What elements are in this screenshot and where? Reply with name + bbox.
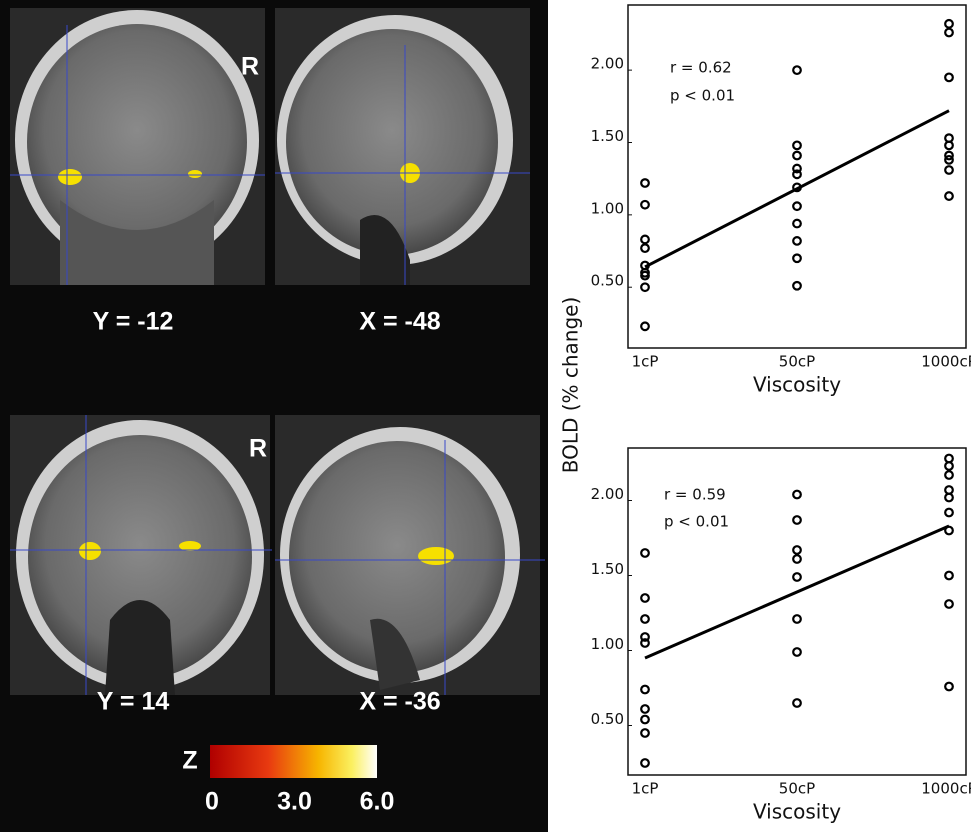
y-tick-label: 0.50	[591, 272, 624, 290]
point	[793, 254, 801, 262]
point	[945, 572, 953, 580]
x-axis-title: Viscosity	[753, 373, 841, 397]
point	[945, 74, 953, 82]
point	[641, 716, 649, 724]
point	[945, 471, 953, 479]
point	[641, 322, 649, 330]
colorbar	[210, 745, 377, 778]
x-tick-label: 1cP	[632, 353, 659, 371]
point	[945, 600, 953, 608]
x-tick-label: 50cP	[779, 353, 815, 371]
point	[793, 142, 801, 150]
point	[793, 648, 801, 656]
y-tick-label: 1.50	[591, 560, 624, 578]
point	[793, 220, 801, 228]
point	[641, 686, 649, 694]
point	[793, 491, 801, 499]
point	[793, 615, 801, 623]
colorbar-tick-label: 3.0	[277, 788, 312, 816]
brain-image	[10, 415, 272, 695]
point	[793, 516, 801, 524]
orientation-marker: R	[249, 435, 267, 463]
y-tick-label: 1.00	[591, 635, 624, 653]
point	[793, 282, 801, 290]
annotation: r = 0.59	[664, 486, 726, 504]
y-axis-title: BOLD (% change)	[559, 297, 583, 474]
figure: R R Y = -12 X = -48 Y = 14 X = -36 Z 0 3.…	[0, 0, 971, 832]
point	[793, 546, 801, 554]
x-tick-label: 1cP	[632, 780, 659, 798]
point	[793, 66, 801, 74]
point	[945, 192, 953, 200]
brain-image	[10, 8, 265, 285]
point	[641, 179, 649, 187]
point	[793, 699, 801, 707]
x-tick-label: 50cP	[779, 780, 815, 798]
brain-image	[275, 8, 530, 285]
point	[641, 549, 649, 557]
point	[793, 202, 801, 210]
y-tick-label: 2.00	[591, 55, 624, 73]
point	[793, 152, 801, 160]
point	[793, 573, 801, 581]
colorbar-title: Z	[182, 747, 197, 775]
brain-image	[275, 415, 545, 695]
plot-frame	[628, 5, 966, 348]
point	[945, 509, 953, 517]
x-tick-label: 1000cP	[921, 353, 971, 371]
image-label: Y = 14	[97, 688, 170, 716]
point	[641, 236, 649, 244]
x-axis-title: Viscosity	[753, 800, 841, 824]
point	[641, 201, 649, 209]
point	[793, 555, 801, 563]
y-tick-label: 1.50	[591, 127, 624, 145]
annotation: r = 0.62	[670, 59, 732, 77]
point	[641, 283, 649, 291]
orientation-marker: R	[241, 53, 259, 81]
point	[641, 244, 649, 252]
point	[641, 594, 649, 602]
point	[945, 683, 953, 691]
trend-line	[645, 111, 949, 267]
point	[793, 237, 801, 245]
point	[945, 166, 953, 174]
point	[945, 29, 953, 37]
y-tick-label: 1.00	[591, 199, 624, 217]
point	[641, 705, 649, 713]
y-tick-label: 2.00	[591, 485, 624, 503]
y-tick-label: 0.50	[591, 710, 624, 728]
page: R R Y = -12 X = -48 Y = 14 X = -36 Z 0 3.…	[0, 0, 971, 832]
image-label: X = -48	[359, 308, 440, 336]
point	[641, 615, 649, 623]
colorbar-tick-label: 6.0	[360, 788, 395, 816]
annotation: p < 0.01	[664, 513, 729, 531]
point	[641, 729, 649, 737]
image-label: Y = -12	[93, 308, 174, 336]
colorbar-tick-label: 0	[205, 788, 219, 816]
annotation: p < 0.01	[670, 87, 735, 105]
point	[641, 759, 649, 767]
x-tick-label: 1000cP	[921, 780, 971, 798]
point	[945, 20, 953, 28]
image-label: X = -36	[359, 688, 440, 716]
